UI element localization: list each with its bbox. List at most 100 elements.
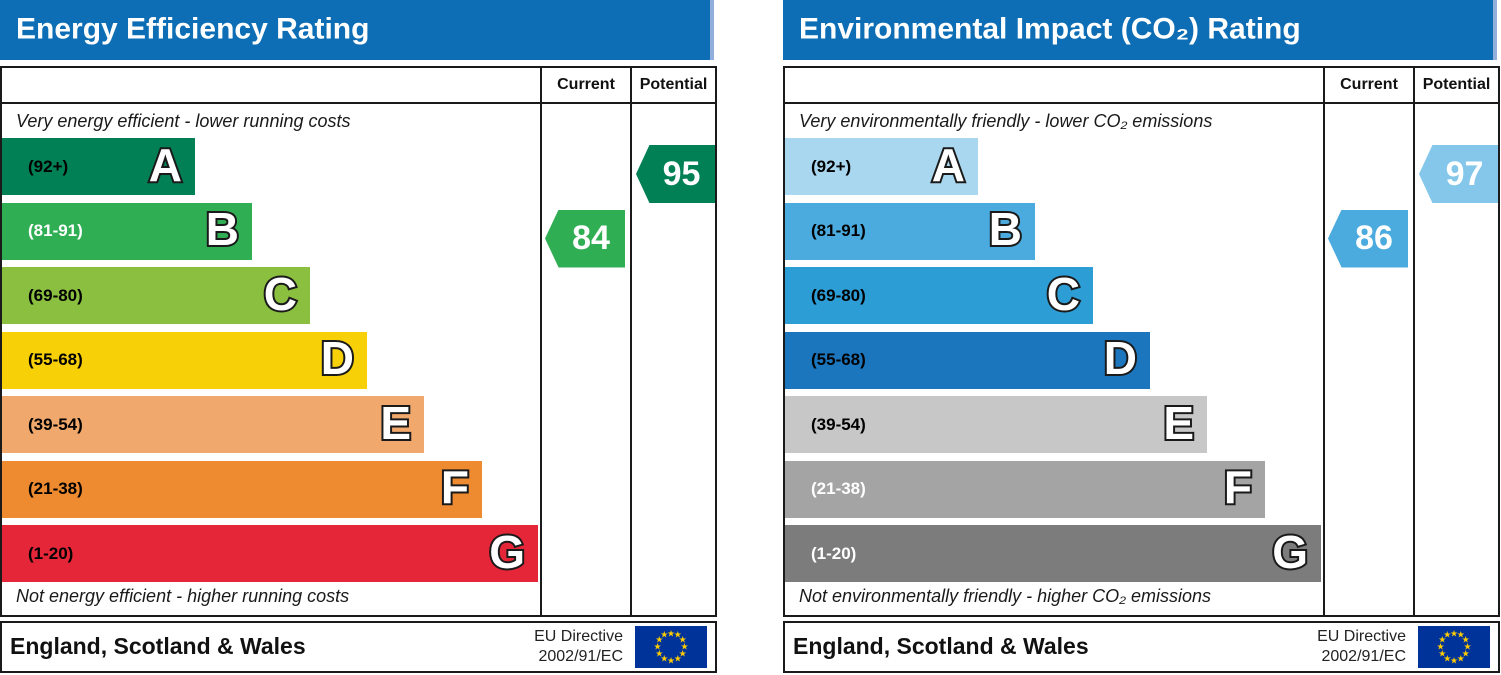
band-range-label: (55-68) bbox=[28, 350, 83, 369]
rating-table: Current Potential Very environmentally f… bbox=[783, 66, 1500, 617]
eu-flag-star: ★ bbox=[678, 648, 687, 659]
potential-column-header: Potential bbox=[1422, 76, 1491, 93]
current-column-header: Current bbox=[1340, 76, 1398, 93]
chart-title: Environmental Impact (CO₂) Rating bbox=[799, 12, 1301, 46]
energy-efficiency-rating-chart: Energy Efficiency Rating Current Potenti… bbox=[0, 0, 717, 675]
chart-title: Energy Efficiency Rating bbox=[16, 12, 370, 46]
eu-flag-star: ★ bbox=[673, 653, 682, 664]
current-column-header: Current bbox=[557, 76, 615, 93]
rating-band-e: (39-54) E bbox=[2, 396, 424, 453]
potential-rating-arrow: 95 bbox=[636, 145, 715, 203]
footer-bar: England, Scotland & Wales EU Directive 2… bbox=[783, 621, 1500, 673]
footer-bar: England, Scotland & Wales EU Directive 2… bbox=[0, 621, 717, 673]
band-letter: A bbox=[149, 142, 182, 188]
band-range-label: (69-80) bbox=[28, 285, 83, 305]
eu-flag-star: ★ bbox=[680, 641, 689, 652]
current-rating-arrow: 84 bbox=[545, 209, 625, 268]
potential-column-divider bbox=[630, 68, 632, 615]
band-letter: A bbox=[932, 142, 965, 188]
eu-flag-star: ★ bbox=[1436, 641, 1445, 652]
eu-directive-line1: EU Directive bbox=[534, 628, 623, 645]
rating-band-c: (69-80) C bbox=[2, 267, 310, 324]
band-range-label: (21-38) bbox=[28, 479, 83, 498]
band-letter: E bbox=[380, 400, 411, 446]
chart-title-bar: Environmental Impact (CO₂) Rating bbox=[783, 0, 1497, 60]
rating-band-c: (69-80) C bbox=[785, 267, 1093, 324]
eu-directive-line2: 2002/91/EC bbox=[538, 648, 623, 665]
eu-flag-star: ★ bbox=[1463, 641, 1472, 652]
band-range-label: (21-38) bbox=[811, 479, 866, 498]
rating-band-d: (55-68) D bbox=[785, 331, 1150, 389]
band-letter: D bbox=[321, 335, 354, 381]
band-letter: C bbox=[264, 271, 297, 317]
rating-band-f: (21-38) F bbox=[2, 460, 482, 518]
band-range-label: (81-91) bbox=[28, 221, 83, 240]
rating-band-a: (92+) A bbox=[785, 138, 978, 195]
eu-flag-star: ★ bbox=[666, 628, 676, 638]
header-divider-line bbox=[2, 102, 715, 104]
band-letter: G bbox=[489, 529, 525, 575]
environmental-impact-rating-chart: Environmental Impact (CO₂) Rating Curren… bbox=[783, 0, 1500, 675]
bottom-caption: Not energy efficient - higher running co… bbox=[16, 586, 350, 606]
eu-flag-star: ★ bbox=[1461, 634, 1470, 645]
band-letter: F bbox=[441, 464, 469, 510]
eu-flag-star: ★ bbox=[660, 653, 669, 664]
eu-flag-star: ★ bbox=[678, 634, 687, 645]
eu-flag-icon: ★ ★ ★ ★ ★ ★ ★ ★ ★ ★ ★ ★ bbox=[1418, 626, 1490, 668]
current-rating-arrow: 86 bbox=[1328, 209, 1408, 268]
band-range-label: (81-91) bbox=[811, 221, 866, 240]
band-range-label: (92+) bbox=[811, 156, 852, 176]
region-label: England, Scotland & Wales bbox=[10, 632, 306, 659]
eu-directive-label: EU Directive 2002/91/EC bbox=[1317, 627, 1406, 667]
band-range-label: (1-20) bbox=[811, 543, 857, 563]
rating-band-d: (55-68) D bbox=[2, 331, 367, 389]
band-letter: D bbox=[1104, 335, 1137, 381]
eu-flag-star: ★ bbox=[1456, 629, 1465, 640]
rating-band-b: (81-91) B bbox=[785, 202, 1035, 260]
eu-flag-star: ★ bbox=[655, 634, 664, 645]
potential-column-divider bbox=[1413, 68, 1415, 615]
rating-table: Current Potential Very energy efficient … bbox=[0, 66, 717, 617]
current-column-divider bbox=[1323, 68, 1325, 615]
band-range-label: (1-20) bbox=[28, 543, 74, 563]
eu-flag-star: ★ bbox=[1449, 655, 1459, 665]
eu-directive-label: EU Directive 2002/91/EC bbox=[534, 627, 623, 667]
eu-flag-icon: ★ ★ ★ ★ ★ ★ ★ ★ ★ ★ ★ ★ bbox=[635, 626, 707, 668]
rating-band-g: (1-20) G bbox=[2, 525, 538, 582]
rating-band-e: (39-54) E bbox=[785, 396, 1207, 453]
eu-flag-star: ★ bbox=[1449, 628, 1459, 638]
bottom-caption: Not environmentally friendly - higher CO… bbox=[799, 586, 1212, 606]
potential-column-header: Potential bbox=[639, 76, 708, 93]
eu-flag-star: ★ bbox=[666, 655, 676, 665]
eu-flag-star: ★ bbox=[653, 641, 662, 652]
band-range-label: (55-68) bbox=[811, 350, 866, 369]
potential-rating-arrow: 97 bbox=[1419, 145, 1498, 203]
chart-title-bar: Energy Efficiency Rating bbox=[0, 0, 714, 60]
eu-directive-line2: 2002/91/EC bbox=[1321, 648, 1406, 665]
band-letter: E bbox=[1163, 400, 1194, 446]
eu-flag-star: ★ bbox=[1438, 634, 1447, 645]
eu-flag-star: ★ bbox=[1461, 648, 1470, 659]
eu-flag-star: ★ bbox=[673, 629, 682, 640]
eu-flag-star: ★ bbox=[660, 629, 669, 640]
top-caption: Very energy efficient - lower running co… bbox=[16, 111, 351, 131]
band-letter: B bbox=[989, 206, 1022, 252]
band-letter: G bbox=[1272, 529, 1308, 575]
rating-band-a: (92+) A bbox=[2, 138, 195, 195]
header-divider-line bbox=[785, 102, 1498, 104]
region-label: England, Scotland & Wales bbox=[793, 632, 1089, 659]
band-range-label: (92+) bbox=[28, 156, 69, 176]
eu-flag-star: ★ bbox=[1456, 653, 1465, 664]
band-range-label: (39-54) bbox=[28, 414, 83, 434]
rating-band-g: (1-20) G bbox=[785, 525, 1321, 582]
band-range-label: (69-80) bbox=[811, 285, 866, 305]
band-letter: B bbox=[206, 206, 239, 252]
eu-flag-star: ★ bbox=[1443, 629, 1452, 640]
eu-directive-line1: EU Directive bbox=[1317, 628, 1406, 645]
band-letter: F bbox=[1224, 464, 1252, 510]
band-range-label: (39-54) bbox=[811, 414, 866, 434]
current-column-divider bbox=[540, 68, 542, 615]
eu-flag-star: ★ bbox=[655, 648, 664, 659]
rating-band-f: (21-38) F bbox=[785, 460, 1265, 518]
eu-flag-star: ★ bbox=[1443, 653, 1452, 664]
